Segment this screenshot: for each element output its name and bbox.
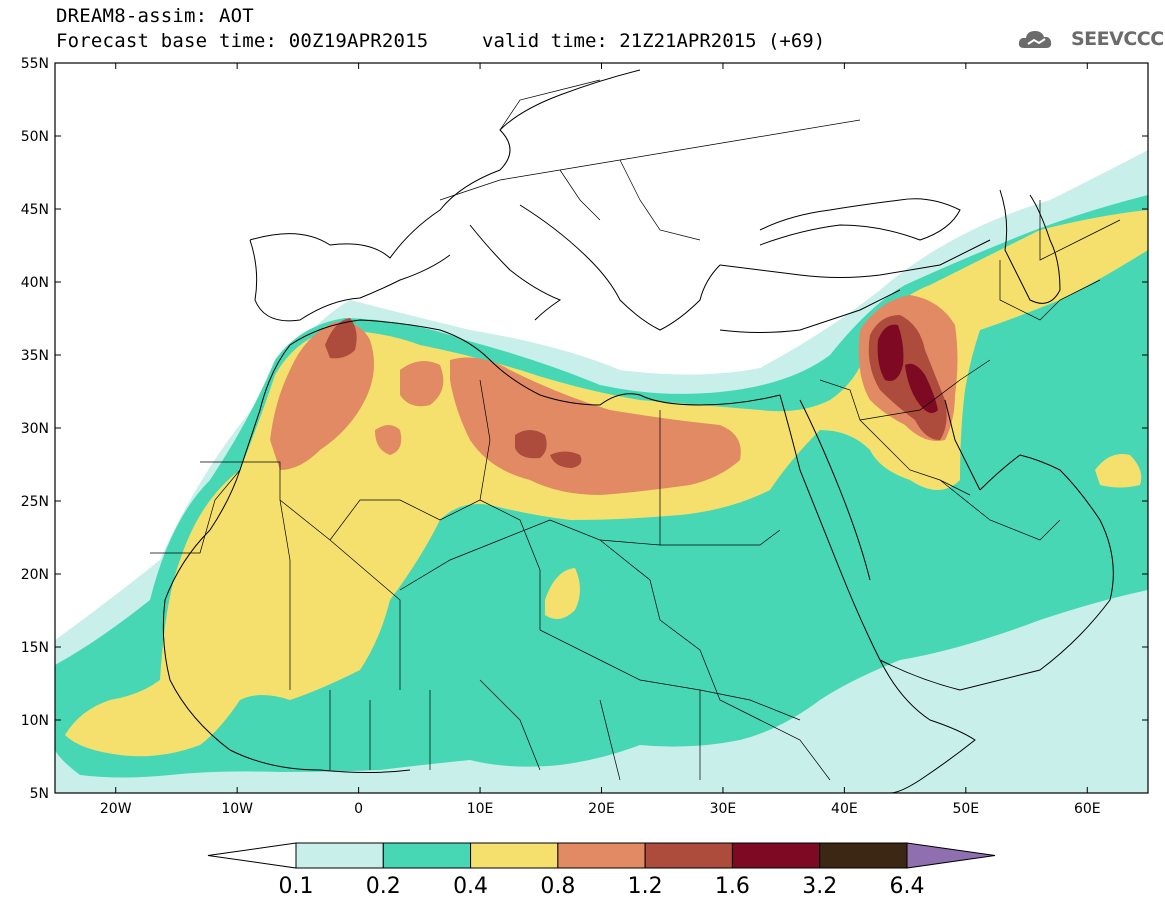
lat-label: 50N <box>21 129 49 145</box>
colorbar-box <box>819 842 908 869</box>
lon-label: 30E <box>710 801 737 817</box>
country-borders <box>150 79 1121 781</box>
latitude-axis: 55N 50N 45N 40N 35N 30N 25N 20N 15N 10N 5N <box>21 56 1148 802</box>
lon-label: 0 <box>354 801 363 817</box>
lat-label: 10N <box>21 713 49 729</box>
lat-label: 30N <box>21 421 49 437</box>
lat-label: 40N <box>21 275 49 291</box>
valid-time: valid time: 21Z21APR2015 (+69) <box>482 30 826 52</box>
forecast-base-time: Forecast base time: 00Z19APR2015 <box>56 30 429 52</box>
lon-label: 50E <box>952 801 979 817</box>
colorbar-box <box>557 842 646 869</box>
colorbar-label: 3.2 <box>802 874 837 899</box>
colorbar-box <box>731 842 821 869</box>
colorbar-label: 0.4 <box>453 874 488 899</box>
colorbar-label: 0.2 <box>366 874 401 899</box>
longitude-axis: 20W 10W 0 10E 20E 30E 40E 50E 60E <box>100 63 1101 817</box>
lon-label: 20E <box>588 801 615 817</box>
colorbar-box <box>295 842 384 869</box>
lon-label: 10W <box>221 801 253 817</box>
lat-label: 35N <box>21 348 49 364</box>
lon-label: 40E <box>831 801 858 817</box>
aot-band-1.6-3.2 <box>877 324 938 414</box>
lon-label: 20W <box>100 801 132 817</box>
colorbar-label: 0.8 <box>540 874 575 899</box>
lat-label: 20N <box>21 567 49 583</box>
map-title: DREAM8-assim: AOT <box>56 5 254 27</box>
aot-colorbar: 0.1 0.2 0.4 0.8 1.2 1.6 3.2 6.4 <box>207 842 996 899</box>
lat-label: 5N <box>30 786 49 802</box>
colorbar-label: 6.4 <box>890 874 925 899</box>
lat-label: 45N <box>21 202 49 218</box>
colorbar-box <box>644 842 733 869</box>
colorbar-label: 0.1 <box>279 874 314 899</box>
lat-label: 25N <box>21 494 49 510</box>
map-plot-area <box>55 63 1148 793</box>
colorbar-low-triangle <box>207 842 297 869</box>
lat-label: 55N <box>21 56 49 72</box>
colorbar-box <box>382 842 472 869</box>
colorbar-label: 1.6 <box>715 874 750 899</box>
coastlines <box>162 69 1114 793</box>
logo-text: SEEVCCC <box>1071 28 1164 50</box>
colorbar-label: 1.2 <box>628 874 663 899</box>
lon-label: 60E <box>1074 801 1101 817</box>
colorbar-box <box>470 842 559 869</box>
lon-label: 10E <box>467 801 494 817</box>
cloud-logo-icon <box>1018 31 1052 48</box>
colorbar-high-triangle <box>906 842 996 869</box>
lat-label: 15N <box>21 640 49 656</box>
